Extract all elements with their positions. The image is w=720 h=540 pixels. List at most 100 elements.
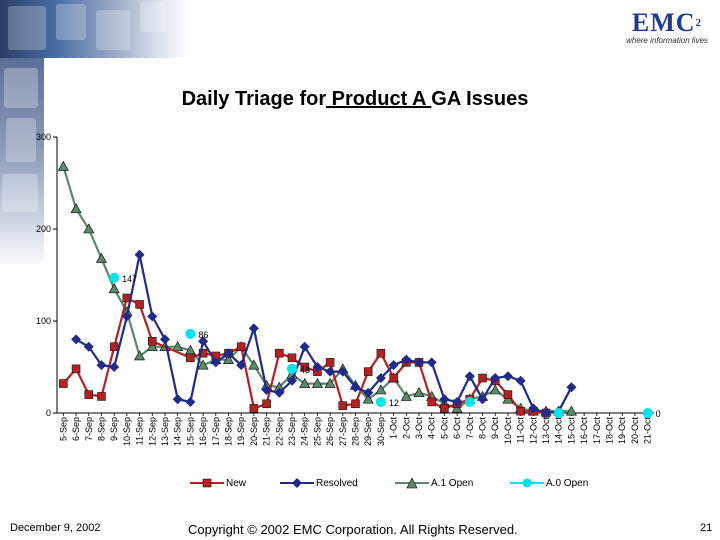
title-suffix: GA Issues xyxy=(431,88,529,110)
x-tick-label: 17-Sep xyxy=(211,417,221,446)
point-resolved xyxy=(274,387,285,398)
point-resolved xyxy=(248,323,259,334)
x-tick-label: 19-Sep xyxy=(236,417,246,446)
point-resolved xyxy=(109,362,120,372)
point-resolved xyxy=(439,394,450,405)
point-resolved xyxy=(134,249,145,260)
point-new xyxy=(389,373,398,383)
x-tick-label: 21-Oct xyxy=(643,417,653,445)
point-new xyxy=(351,399,360,409)
x-tick-label: 16-Sep xyxy=(198,417,208,446)
point-resolved xyxy=(490,373,501,384)
x-tick-label: 30-Sep xyxy=(376,417,386,446)
point-resolved xyxy=(375,373,386,384)
point-new xyxy=(148,336,157,346)
x-tick-label: 11-Oct xyxy=(516,417,526,444)
footer-copyright: Copyright © 2002 EMC Corporation. All Ri… xyxy=(188,522,518,537)
point-resolved xyxy=(286,375,297,386)
x-tick-label: 1-Oct xyxy=(389,417,399,440)
x-tick-label: 7-Sep xyxy=(84,417,94,441)
point-a-1-open xyxy=(134,350,146,361)
x-tick-label: 28-Sep xyxy=(351,417,361,446)
y-tick-label: 0 xyxy=(46,408,51,418)
point-a-1-open xyxy=(83,223,95,234)
x-tick-label: 20-Oct xyxy=(630,417,640,445)
x-tick-label: 8-Oct xyxy=(478,417,488,440)
emc-logo-mark: EMC2 xyxy=(631,8,703,37)
point-a-0-open xyxy=(553,408,564,418)
point-resolved xyxy=(83,341,94,352)
x-tick-label: 26-Sep xyxy=(325,417,335,446)
series-line-resolved xyxy=(75,254,573,415)
title-product: Product A xyxy=(326,88,432,110)
point-new xyxy=(338,401,348,410)
x-tick-label: 13-Sep xyxy=(160,417,170,446)
point-resolved xyxy=(477,394,488,405)
point-resolved xyxy=(312,362,323,372)
point-resolved xyxy=(350,382,361,393)
point-a-0-open xyxy=(464,396,475,407)
point-resolved xyxy=(515,375,526,386)
point-a-1-open xyxy=(324,377,336,388)
point-a-1-open xyxy=(108,283,120,294)
point-new xyxy=(109,342,119,352)
x-tick-label: 2-Oct xyxy=(401,417,411,440)
x-tick-label: 14-Oct xyxy=(554,417,564,445)
point-a-1-open xyxy=(222,354,234,364)
x-tick-label: 15-Sep xyxy=(185,417,195,446)
x-tick-label: 10-Sep xyxy=(122,417,132,446)
point-a-1-open xyxy=(70,203,82,214)
point-a-1-open xyxy=(565,405,577,416)
point-a-1-open xyxy=(197,359,209,370)
x-tick-label: 23-Sep xyxy=(287,417,297,446)
data-label-a0-open: 147 xyxy=(122,274,137,284)
x-tick-label: 20-Sep xyxy=(249,417,259,446)
point-resolved xyxy=(325,366,336,377)
point-resolved xyxy=(71,334,82,345)
legend-label-resolved: Resolved xyxy=(316,478,358,489)
point-resolved xyxy=(210,357,221,368)
x-tick-label: 24-Sep xyxy=(300,417,310,446)
data-label-a0-open: 0 xyxy=(656,409,661,419)
legend-label-new: New xyxy=(226,478,247,489)
point-new xyxy=(84,390,94,399)
point-a-1-open xyxy=(57,160,69,171)
point-new xyxy=(440,404,449,413)
point-resolved xyxy=(452,396,463,407)
y-tick-label: 200 xyxy=(36,224,51,234)
point-new xyxy=(478,373,487,383)
point-a-1-open xyxy=(95,252,107,263)
point-resolved xyxy=(337,366,348,377)
point-resolved xyxy=(502,371,513,382)
x-tick-label: 27-Sep xyxy=(338,417,348,446)
x-tick-label: 25-Sep xyxy=(312,417,322,446)
point-resolved xyxy=(363,387,374,398)
point-new xyxy=(275,348,284,358)
title-prefix: Daily Triage for xyxy=(181,88,327,110)
point-resolved xyxy=(96,360,107,371)
point-new xyxy=(325,358,335,367)
x-tick-label: 16-Oct xyxy=(579,417,589,445)
point-a-0-open xyxy=(286,363,297,374)
point-new xyxy=(186,353,195,363)
x-tick-label: 10-Oct xyxy=(503,417,513,445)
x-tick-label: 15-Oct xyxy=(566,417,576,445)
point-resolved xyxy=(566,382,577,393)
x-tick-label: 9-Sep xyxy=(109,417,119,441)
point-new xyxy=(287,353,297,363)
point-new xyxy=(198,348,208,358)
point-a-1-open xyxy=(362,393,374,404)
point-resolved xyxy=(261,385,272,395)
footer-date: December 9, 2002 xyxy=(10,522,101,534)
point-new xyxy=(363,367,373,376)
point-new xyxy=(427,397,436,407)
point-resolved xyxy=(223,348,234,359)
slide-title: Daily Triage for Product A GA Issues xyxy=(0,88,710,111)
x-tick-label: 14-Sep xyxy=(173,417,183,446)
data-label-a0-open: 12 xyxy=(389,398,399,408)
point-resolved xyxy=(172,394,183,405)
point-new xyxy=(249,404,259,413)
point-resolved xyxy=(198,336,209,347)
point-a-1-open xyxy=(413,387,425,398)
x-tick-label: 6-Sep xyxy=(71,417,81,441)
